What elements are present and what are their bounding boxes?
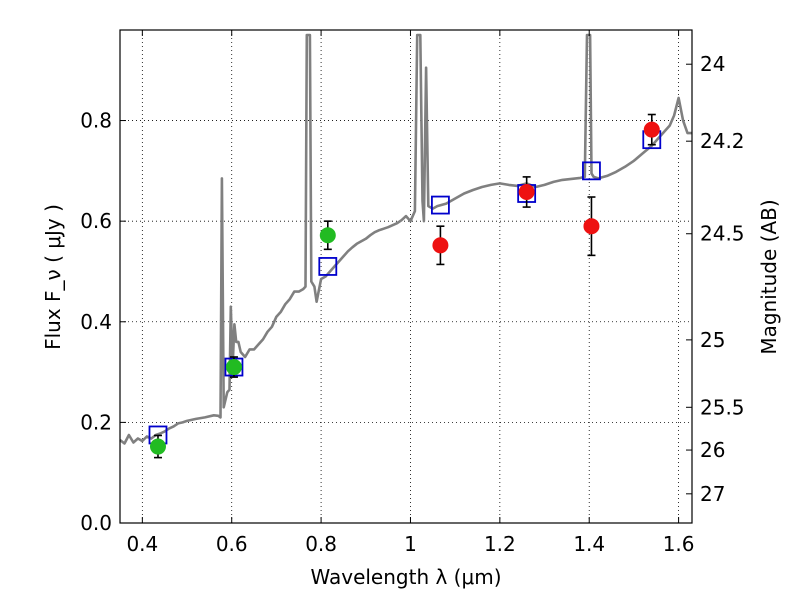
photometry-points [148,113,662,459]
x-tick-label: 1.6 [663,532,695,556]
y-tick-label: 0.8 [80,109,112,133]
right-tick-label: 24.5 [700,222,745,246]
x-tick-label: 0.8 [305,532,337,556]
right-tick-label: 24.2 [700,129,745,153]
y-tick-label: 0.2 [80,410,112,434]
y-axis-label-right: Magnitude (AB) [757,199,781,354]
grid [120,30,692,524]
y-tick-label: 0.4 [80,310,112,334]
x-tick-label: 1 [404,532,417,556]
right-tick-label: 25.5 [700,395,745,419]
right-tick-label: 26 [700,438,725,462]
y-tick-label: 0.6 [80,209,112,233]
x-tick-label: 1.4 [573,532,605,556]
x-axis-label: Wavelength λ (μm) [310,565,501,589]
photometry-point [432,237,449,254]
right-tick-label: 24 [700,52,725,76]
spectrum-series [119,33,692,445]
x-tick-label: 1.2 [484,532,516,556]
right-tick-label: 27 [700,482,725,506]
model-square [431,195,450,215]
model-square [582,161,601,181]
model-square [318,257,338,276]
photometry-point [518,183,535,200]
photometry-point [583,218,600,235]
plot-frame [119,29,693,524]
right-tick-label: 25 [700,328,725,352]
photometry-point [643,121,660,138]
x-tick-label: 0.4 [126,532,158,556]
y-tick-label: 0.0 [80,511,112,535]
photometry-point [149,438,166,455]
photometry-point [225,359,242,376]
x-tick-label: 0.6 [216,532,248,556]
y-axis-label: Flux F_ν ( μJy ) [41,204,65,350]
photometry-point [319,227,336,244]
axis-ticks: 0.4 0.6 0.8 1 1.2 1.4 1.6 0.0 0.2 0.4 0.6 0.8 24 24.2… [80,30,745,556]
spectrum-line [119,33,692,445]
